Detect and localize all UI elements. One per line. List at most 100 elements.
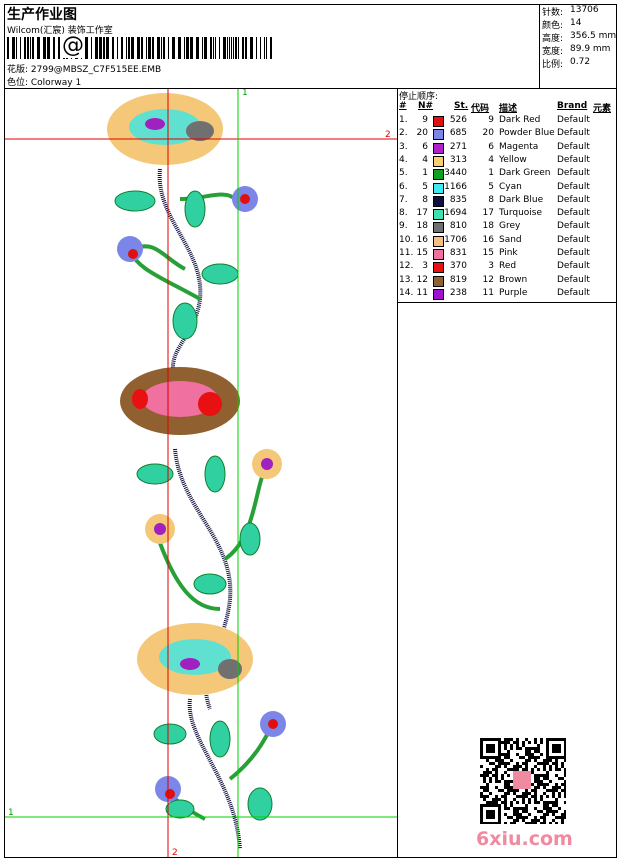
qr-module — [558, 777, 561, 780]
stat-label: 比例: — [542, 60, 564, 70]
qr-module — [552, 801, 555, 804]
column-header: N# — [418, 101, 434, 111]
stat-value: 0.72 — [570, 57, 591, 67]
qr-module — [492, 801, 495, 804]
qr-module — [555, 810, 558, 813]
qr-module — [510, 768, 513, 771]
cell-num: 14. — [399, 287, 414, 298]
color-swatch — [433, 209, 444, 221]
qr-module — [480, 792, 483, 795]
qr-module — [504, 795, 507, 798]
qr-module — [528, 792, 531, 795]
qr-module — [504, 756, 507, 759]
qr-module — [528, 756, 531, 759]
qr-module — [561, 813, 564, 816]
qr-module — [510, 816, 513, 819]
qr-module — [537, 801, 540, 804]
qr-module — [543, 777, 546, 780]
qr-module — [555, 798, 558, 801]
qr-module — [555, 783, 558, 786]
divider — [397, 302, 617, 303]
qr-module — [504, 744, 507, 747]
qr-module — [522, 819, 525, 822]
bar — [85, 37, 88, 59]
qr-module — [510, 822, 513, 824]
cell-st: 526 — [449, 115, 467, 125]
bar — [152, 37, 154, 59]
qr-module — [516, 738, 519, 741]
qr-module — [516, 816, 519, 819]
qr-module — [540, 774, 543, 777]
qr-module — [501, 762, 504, 765]
qr-module — [540, 822, 543, 824]
qr-module — [546, 807, 549, 810]
stat-value: 14 — [570, 18, 582, 28]
cell-st: 810 — [449, 221, 467, 232]
qr-module — [555, 789, 558, 792]
bar — [270, 37, 272, 59]
bar — [141, 37, 143, 59]
qr-module — [564, 813, 566, 816]
qr-module — [534, 747, 537, 750]
qr-module — [564, 759, 566, 762]
bar — [256, 37, 257, 59]
qr-module — [507, 741, 510, 744]
watermark: 6xiu.com — [476, 828, 573, 850]
color-swatch — [433, 169, 444, 181]
cell-desc: Brown — [499, 274, 528, 285]
title: 生产作业图 — [7, 7, 77, 23]
column-header: 描述 — [499, 104, 518, 114]
qr-module — [519, 807, 522, 810]
qr-module — [501, 759, 504, 762]
divider — [4, 88, 617, 89]
bar — [106, 37, 109, 59]
qr-module — [513, 771, 531, 789]
cell-code: 15 — [482, 248, 494, 258]
qr-module — [534, 816, 537, 819]
divider — [539, 4, 540, 88]
cell-brand: Default — [557, 168, 590, 179]
qr-module — [534, 789, 537, 792]
qr-module — [561, 762, 564, 765]
qr-module — [525, 816, 528, 819]
qr-module — [537, 762, 540, 765]
qr-module — [492, 774, 495, 777]
qr-module — [498, 798, 501, 801]
qr-module — [507, 789, 510, 792]
qr-module — [486, 783, 489, 786]
qr-module — [552, 813, 555, 816]
color-swatch — [433, 129, 444, 141]
column-header: 元素 — [593, 104, 612, 114]
bar — [27, 37, 29, 59]
qr-module — [564, 774, 566, 777]
cell-desc: Grey — [499, 221, 521, 232]
qr-module — [564, 783, 566, 786]
bar — [260, 37, 261, 59]
qr-module — [525, 765, 528, 768]
qr-module — [516, 744, 519, 747]
cell-n: 12 — [416, 274, 428, 285]
qr-module — [483, 777, 486, 780]
qr-module — [483, 795, 486, 798]
cell-code: 5 — [488, 181, 494, 192]
bar — [30, 37, 31, 59]
cell-brand: Default — [557, 181, 590, 192]
cell-code: 1 — [488, 168, 494, 179]
qr-module — [558, 786, 561, 789]
qr-module — [486, 768, 489, 771]
qr-module — [504, 801, 507, 804]
bar — [190, 37, 193, 59]
qr-module — [519, 813, 522, 816]
qr-module — [483, 786, 486, 789]
qr-module — [543, 822, 546, 824]
cell-st: 313 — [449, 154, 467, 165]
bar — [99, 37, 102, 59]
qr-module — [543, 765, 546, 768]
color-swatch — [433, 116, 444, 127]
column-header: # — [399, 101, 407, 111]
cell-code: 18 — [482, 221, 494, 232]
cell-n: 4 — [422, 154, 428, 165]
qr-module — [528, 750, 531, 753]
color-swatch — [433, 155, 444, 167]
qr-module — [486, 744, 495, 753]
